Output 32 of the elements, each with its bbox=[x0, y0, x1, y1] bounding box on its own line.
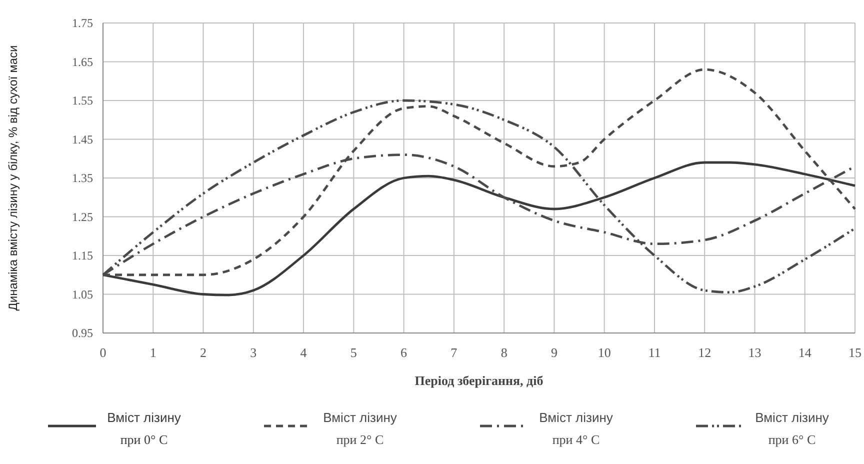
y-tick-label: 1.25 bbox=[72, 210, 93, 224]
y-tick-label: 1.55 bbox=[72, 94, 93, 108]
x-axis-title: Період зберігання, діб bbox=[414, 373, 544, 388]
x-tick-label: 15 bbox=[848, 345, 862, 360]
y-tick-label: 1.15 bbox=[72, 248, 93, 262]
line-series bbox=[102, 161, 856, 296]
legend-label: Вміст лізину при 2° C bbox=[323, 410, 398, 447]
x-tick-label: 2 bbox=[200, 345, 207, 360]
x-tick-label: 14 bbox=[798, 345, 812, 360]
x-tick-label: 3 bbox=[250, 345, 257, 360]
y-tick-label: 1.45 bbox=[72, 132, 93, 146]
x-tick-label: 5 bbox=[350, 345, 357, 360]
y-tick-label: 1.65 bbox=[72, 54, 93, 69]
legend-label: Вміст лізину при 4° C bbox=[539, 410, 614, 447]
x-tick-label: 6 bbox=[400, 345, 408, 360]
y-tick-label: 1.75 bbox=[72, 16, 93, 30]
x-tick-label: 4 bbox=[300, 345, 308, 360]
legend-label: Вміст лізину при 0° C bbox=[107, 410, 182, 447]
y-tick-label: 1.35 bbox=[72, 171, 93, 185]
x-tick-label: 1 bbox=[150, 345, 156, 360]
x-tick-label: 8 bbox=[500, 345, 508, 360]
y-tick-label: 1.05 bbox=[72, 287, 93, 302]
x-tick-label: 13 bbox=[748, 345, 762, 360]
x-tick-label: 9 bbox=[550, 345, 558, 360]
x-tick-label: 11 bbox=[648, 345, 661, 360]
x-tick-label: 10 bbox=[598, 345, 611, 360]
x-tick-label: 0 bbox=[100, 345, 106, 360]
x-tick-label: 12 bbox=[698, 345, 712, 360]
legend-label: Вміст лізину при 6° C bbox=[755, 410, 830, 447]
x-tick-label: 7 bbox=[450, 345, 458, 360]
y-axis-title: Динаміка вмісту лізину у білку, % від сухої маси bbox=[6, 45, 20, 311]
y-tick-label: 0.95 bbox=[72, 326, 93, 340]
